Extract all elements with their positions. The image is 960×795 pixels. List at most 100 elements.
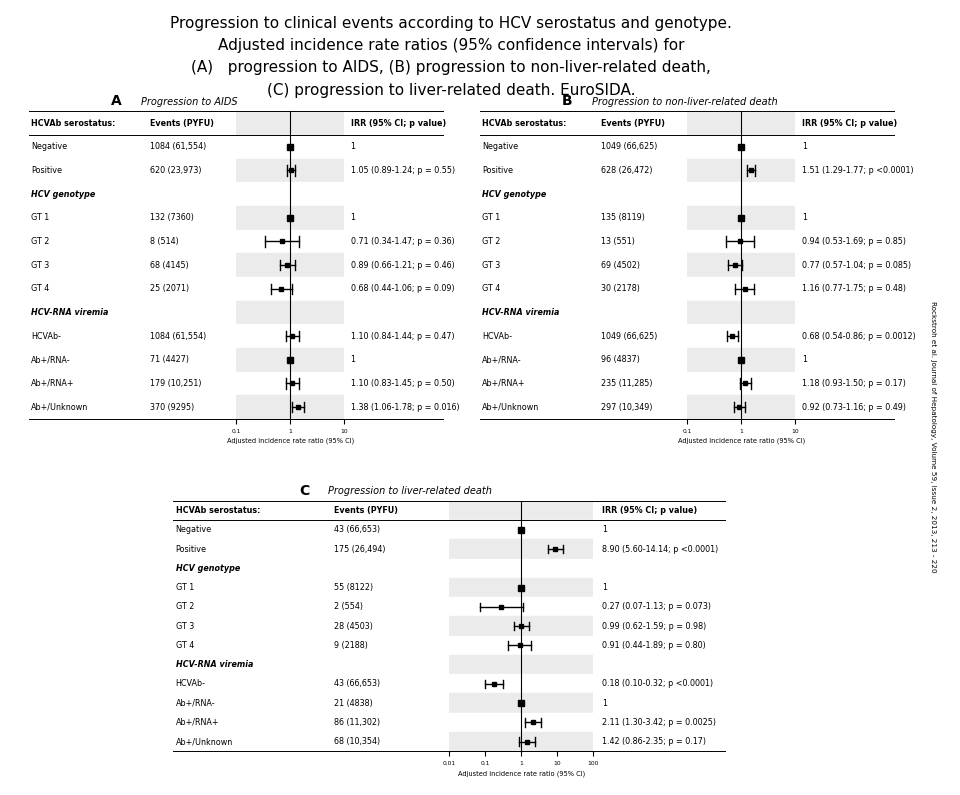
- Text: Progression to AIDS: Progression to AIDS: [141, 96, 238, 107]
- Text: Progression to clinical events according to HCV serostatus and genotype.: Progression to clinical events according…: [170, 16, 732, 31]
- Text: 68 (4145): 68 (4145): [150, 261, 188, 270]
- Text: Events (PYFU): Events (PYFU): [150, 118, 214, 128]
- Text: GT 2: GT 2: [176, 603, 194, 611]
- Text: 370 (9295): 370 (9295): [150, 402, 194, 412]
- Text: 86 (11,302): 86 (11,302): [334, 718, 380, 727]
- Text: 132 (7360): 132 (7360): [150, 213, 194, 223]
- Text: Positive: Positive: [31, 166, 62, 175]
- Text: HCVAb serostatus:: HCVAb serostatus:: [31, 118, 115, 128]
- Text: HCV genotype: HCV genotype: [31, 190, 95, 199]
- Text: Negative: Negative: [176, 525, 212, 534]
- Text: 71 (4427): 71 (4427): [150, 355, 189, 364]
- Bar: [236, 371, 345, 395]
- Text: GT 1: GT 1: [176, 583, 194, 592]
- Text: HCV genotype: HCV genotype: [176, 564, 240, 572]
- Bar: [449, 732, 593, 751]
- Text: 0.94 (0.53-1.69; p = 0.85): 0.94 (0.53-1.69; p = 0.85): [802, 237, 906, 246]
- Text: Negative: Negative: [482, 142, 518, 151]
- Text: HCVAb-: HCVAb-: [31, 332, 61, 340]
- Bar: [449, 501, 593, 520]
- Bar: [449, 713, 593, 732]
- Bar: [687, 254, 795, 277]
- Text: Ab+/RNA+: Ab+/RNA+: [31, 379, 75, 388]
- Text: 8 (514): 8 (514): [150, 237, 179, 246]
- Text: 1.10 (0.84-1.44; p = 0.47): 1.10 (0.84-1.44; p = 0.47): [350, 332, 454, 340]
- Text: Ab+/RNA+: Ab+/RNA+: [482, 379, 526, 388]
- Text: 2 (554): 2 (554): [334, 603, 363, 611]
- Text: Positive: Positive: [482, 166, 514, 175]
- Text: HCV-RNA viremia: HCV-RNA viremia: [31, 308, 108, 317]
- Text: 1049 (66,625): 1049 (66,625): [601, 142, 658, 151]
- Bar: [687, 206, 795, 230]
- Text: 9 (2188): 9 (2188): [334, 641, 368, 650]
- Text: 8.90 (5.60-14.14; p <0.0001): 8.90 (5.60-14.14; p <0.0001): [602, 545, 718, 553]
- Text: C: C: [300, 483, 310, 498]
- Text: 43 (66,653): 43 (66,653): [334, 525, 380, 534]
- Bar: [236, 230, 345, 254]
- Text: 0.68 (0.44-1.06; p = 0.09): 0.68 (0.44-1.06; p = 0.09): [350, 285, 454, 293]
- Text: GT 4: GT 4: [176, 641, 194, 650]
- Text: 175 (26,494): 175 (26,494): [334, 545, 386, 553]
- Text: 21 (4838): 21 (4838): [334, 699, 372, 708]
- Bar: [687, 230, 795, 254]
- Text: 135 (8119): 135 (8119): [601, 213, 645, 223]
- Bar: [449, 636, 593, 655]
- Text: Ab+/RNA+: Ab+/RNA+: [176, 718, 219, 727]
- Text: Ab+/Unknown: Ab+/Unknown: [31, 402, 88, 412]
- Text: GT 1: GT 1: [31, 213, 49, 223]
- Text: Ab+/RNA-: Ab+/RNA-: [31, 355, 71, 364]
- Text: 28 (4503): 28 (4503): [334, 622, 372, 630]
- Text: GT 1: GT 1: [482, 213, 500, 223]
- Bar: [687, 182, 795, 206]
- Text: 1.10 (0.83-1.45; p = 0.50): 1.10 (0.83-1.45; p = 0.50): [350, 379, 454, 388]
- Text: 179 (10,251): 179 (10,251): [150, 379, 202, 388]
- Text: 1.51 (1.29-1.77; p <0.0001): 1.51 (1.29-1.77; p <0.0001): [802, 166, 914, 175]
- Text: (C) progression to liver-related death. EuroSIDA.: (C) progression to liver-related death. …: [267, 83, 636, 98]
- Bar: [236, 301, 345, 324]
- Bar: [687, 159, 795, 182]
- Bar: [687, 395, 795, 419]
- Text: Events (PYFU): Events (PYFU): [601, 118, 665, 128]
- Bar: [449, 559, 593, 578]
- Text: 0.91 (0.44-1.89; p = 0.80): 0.91 (0.44-1.89; p = 0.80): [602, 641, 706, 650]
- Bar: [236, 324, 345, 348]
- Text: 1: 1: [602, 699, 607, 708]
- Bar: [449, 520, 593, 539]
- Text: 235 (11,285): 235 (11,285): [601, 379, 653, 388]
- Text: 0.18 (0.10-0.32; p <0.0001): 0.18 (0.10-0.32; p <0.0001): [602, 680, 713, 688]
- Bar: [449, 597, 593, 616]
- Text: 96 (4837): 96 (4837): [601, 355, 639, 364]
- Text: 1049 (66,625): 1049 (66,625): [601, 332, 658, 340]
- Text: HCVAb-: HCVAb-: [482, 332, 513, 340]
- Bar: [687, 301, 795, 324]
- Text: 13 (551): 13 (551): [601, 237, 635, 246]
- Text: 628 (26,472): 628 (26,472): [601, 166, 653, 175]
- Text: 55 (8122): 55 (8122): [334, 583, 373, 592]
- Text: 0.71 (0.34-1.47; p = 0.36): 0.71 (0.34-1.47; p = 0.36): [350, 237, 454, 246]
- Bar: [236, 159, 345, 182]
- X-axis label: Adjusted incidence rate ratio (95% CI): Adjusted incidence rate ratio (95% CI): [678, 438, 805, 444]
- Text: Ab+/Unknown: Ab+/Unknown: [482, 402, 540, 412]
- Text: 30 (2178): 30 (2178): [601, 285, 639, 293]
- Text: Rockstroh et al. Journal of Hepatology, Volume 59, Issue 2, 2013, 213 - 220: Rockstroh et al. Journal of Hepatology, …: [930, 301, 936, 573]
- Text: 1: 1: [350, 142, 355, 151]
- Text: Negative: Negative: [31, 142, 67, 151]
- Text: GT 2: GT 2: [482, 237, 500, 246]
- Text: HCV-RNA viremia: HCV-RNA viremia: [176, 660, 253, 669]
- Bar: [687, 371, 795, 395]
- Text: Progression to non-liver-related death: Progression to non-liver-related death: [592, 96, 778, 107]
- Text: 0.92 (0.73-1.16; p = 0.49): 0.92 (0.73-1.16; p = 0.49): [802, 402, 906, 412]
- Text: HCVAb serostatus:: HCVAb serostatus:: [482, 118, 566, 128]
- Text: IRR (95% CI; p value): IRR (95% CI; p value): [602, 506, 697, 515]
- Bar: [236, 135, 345, 159]
- Text: A: A: [111, 94, 122, 108]
- Text: 68 (10,354): 68 (10,354): [334, 737, 380, 747]
- Text: 1: 1: [602, 525, 607, 534]
- Text: Positive: Positive: [176, 545, 206, 553]
- Text: IRR (95% CI; p value): IRR (95% CI; p value): [350, 118, 445, 128]
- Text: HCV-RNA viremia: HCV-RNA viremia: [482, 308, 560, 317]
- Text: 0.68 (0.54-0.86; p = 0.0012): 0.68 (0.54-0.86; p = 0.0012): [802, 332, 916, 340]
- Bar: [449, 674, 593, 693]
- Bar: [687, 277, 795, 301]
- Text: GT 3: GT 3: [482, 261, 500, 270]
